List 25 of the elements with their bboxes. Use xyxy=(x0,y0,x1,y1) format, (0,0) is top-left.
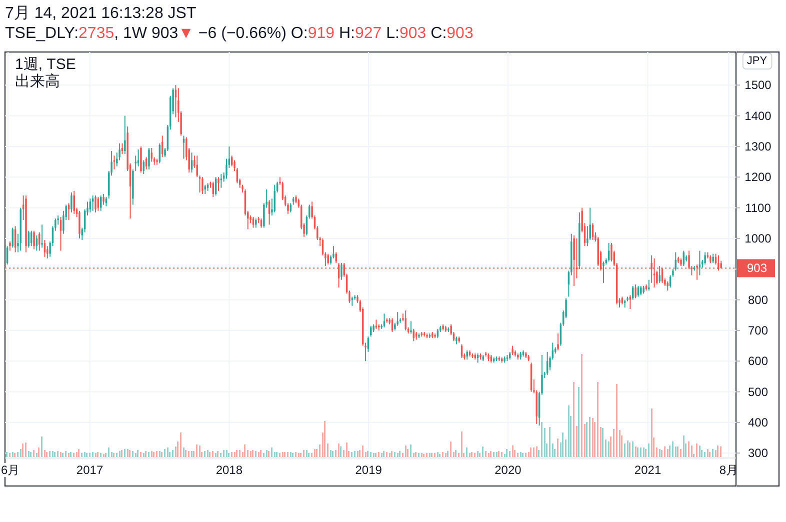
y-tick-label: 400 xyxy=(748,415,768,430)
x-tick-label: 6月 xyxy=(1,463,20,477)
y-tick-label: 700 xyxy=(748,323,768,338)
x-tick-label: 2017 xyxy=(76,463,104,477)
y-tick-label: 800 xyxy=(748,292,768,307)
x-tick-label: 2021 xyxy=(634,463,662,477)
y-tick-label: 600 xyxy=(748,354,768,368)
ref-line-label: 903 xyxy=(746,261,768,276)
y-axis-title: JPY xyxy=(746,55,768,67)
x-tick-label: 8月 xyxy=(719,463,738,477)
y-tick-label: 1400 xyxy=(744,108,772,123)
chart-title: 出来高 xyxy=(15,73,60,90)
y-tick-label: 1300 xyxy=(744,139,772,154)
y-tick-label: 1200 xyxy=(744,170,772,184)
x-tick-label: 2019 xyxy=(355,463,382,477)
text: TSE_DLY:2735, 1W 903▼ −6 (−0.66%) O:919 H:927 L:903 C:903 xyxy=(5,25,474,42)
chart-title: 7月 14, 2021 16:13:28 JST xyxy=(5,5,196,22)
annotation: 1週, TSE xyxy=(15,56,76,73)
y-tick-label: 500 xyxy=(748,384,768,399)
y-tick-label: 300 xyxy=(748,446,768,460)
y-tick-label: 1500 xyxy=(744,78,772,92)
y-tick-label: 1000 xyxy=(744,231,772,246)
y-tick-label: 1100 xyxy=(745,200,772,215)
x-tick-label: 2020 xyxy=(494,463,522,477)
x-tick-label: 2018 xyxy=(216,463,243,477)
